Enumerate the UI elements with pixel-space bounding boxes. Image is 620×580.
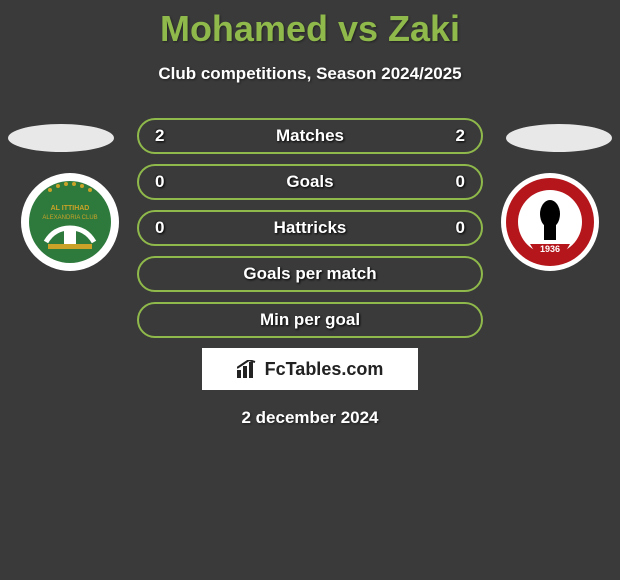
stat-row-matches: 2 Matches 2 (137, 118, 483, 154)
left-club-crest: AL ITTIHAD ALEXANDRIA CLUB (20, 172, 120, 272)
stat-right: 0 (441, 172, 465, 192)
stat-label: Goals (179, 172, 441, 192)
date-text: 2 december 2024 (137, 408, 483, 428)
left-flag-ellipse (8, 124, 114, 152)
stats-column: 2 Matches 2 0 Goals 0 0 Hattricks 0 Goal… (137, 118, 483, 428)
svg-text:AL ITTIHAD: AL ITTIHAD (51, 205, 90, 212)
stat-row-goals: 0 Goals 0 (137, 164, 483, 200)
stat-left: 2 (155, 126, 179, 146)
stat-right: 2 (441, 126, 465, 146)
subtitle: Club competitions, Season 2024/2025 (0, 64, 620, 84)
stat-label: Matches (179, 126, 441, 146)
stat-label: Min per goal (179, 310, 441, 330)
stat-left: 0 (155, 172, 179, 192)
svg-text:ALEXANDRIA CLUB: ALEXANDRIA CLUB (42, 215, 97, 221)
right-club-crest: 1936 (500, 172, 600, 272)
brand-link[interactable]: FcTables.com (202, 348, 418, 390)
right-flag-ellipse (506, 124, 612, 152)
stat-right: 0 (441, 218, 465, 238)
stat-left: 0 (155, 218, 179, 238)
page-title: Mohamed vs Zaki (0, 0, 620, 50)
stat-label: Goals per match (179, 264, 441, 284)
bar-chart-icon (237, 360, 259, 378)
stat-row-gpm: Goals per match (137, 256, 483, 292)
stat-row-mpg: Min per goal (137, 302, 483, 338)
stat-label: Hattricks (179, 218, 441, 238)
stat-row-hattricks: 0 Hattricks 0 (137, 210, 483, 246)
brand-text: FcTables.com (265, 359, 384, 380)
right-club-year: 1936 (540, 244, 560, 254)
